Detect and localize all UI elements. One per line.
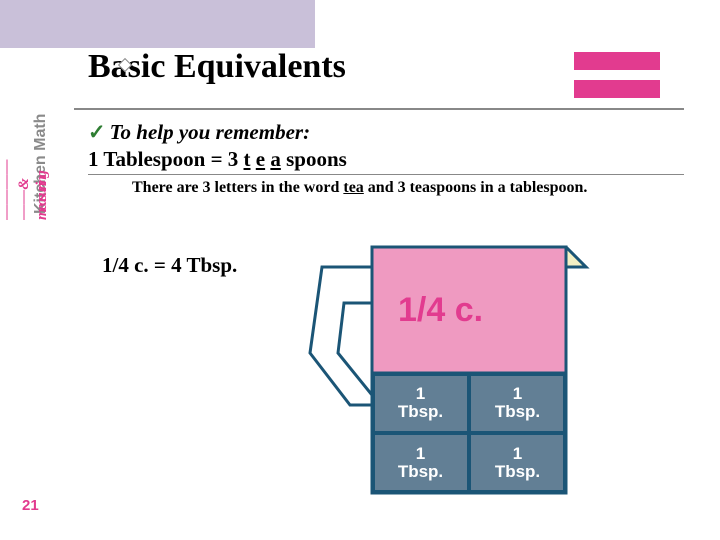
top-accent-bar: [0, 0, 315, 48]
tbsp-cell: 1 Tbsp.: [469, 433, 566, 493]
measuring-cup-diagram: 1/4 c. 1 Tbsp. 1 Tbsp. 1 Tbsp.: [292, 245, 592, 515]
tbsp-cell: 1 Tbsp.: [469, 373, 566, 433]
equals-bar-top: [574, 52, 660, 70]
conversion-line: 1 Tablespoon = 3 t e a spoons: [88, 147, 684, 172]
equals-bar-bottom: [574, 80, 660, 98]
tbsp-grid: 1 Tbsp. 1 Tbsp. 1 Tbsp. 1 Tbsp.: [372, 373, 566, 493]
sub-rule: [88, 174, 684, 175]
sidebar-measuring: measuring: [34, 172, 50, 220]
slide-content: Basic Equivalents ✓To help you remember:…: [74, 48, 684, 515]
equation-text: 1/4 c. = 4 Tbsp.: [102, 253, 262, 278]
tbsp-cell: 1 Tbsp.: [372, 373, 469, 433]
sidebar-brand: Kitchen Math — — — — — — & measuring: [20, 68, 58, 378]
tbsp-cell: 1 Tbsp.: [372, 433, 469, 493]
remember-line: ✓To help you remember:: [88, 120, 684, 145]
mnemonic-note: There are 3 letters in the word tea and …: [88, 179, 684, 197]
equals-icon: [574, 46, 660, 104]
sidebar-ampersand: &: [16, 180, 32, 190]
check-icon: ✓: [88, 120, 106, 144]
quarter-cup-label: 1/4 c.: [398, 291, 483, 330]
slide-number: 21: [22, 497, 39, 514]
